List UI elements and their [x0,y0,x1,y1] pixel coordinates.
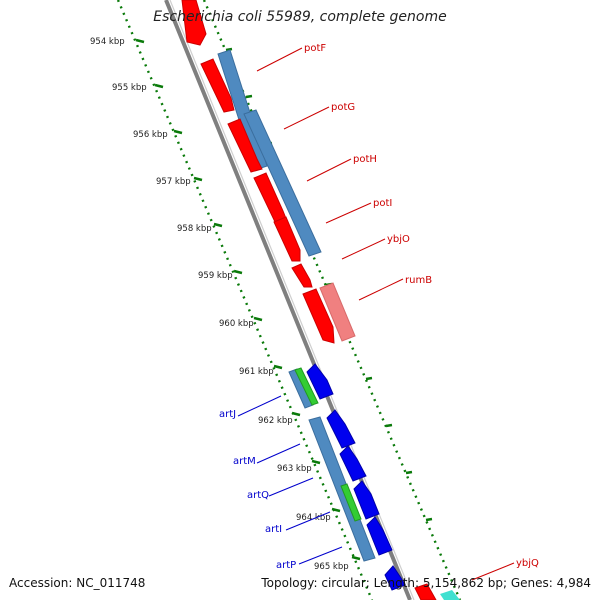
label-leader [306,158,352,182]
gene-label-potH: potH [353,154,377,165]
cds-arrow [227,118,263,173]
bottom-edge-features [440,590,460,600]
tick-mark [193,176,203,182]
tick-label: 964 kbp [296,513,331,523]
tick-label: 957 kbp [156,177,191,187]
label-leader [358,278,404,301]
label-leader [283,106,330,130]
forward-cds-track [181,0,437,600]
label-leader [268,477,314,497]
feature-block [243,109,322,257]
gene-label-ybjO: ybjO [387,234,410,245]
cds-arrow [273,216,301,262]
cds-arrow [353,480,380,520]
tick-label: 955 kbp [112,83,147,93]
cds-arrow [181,0,207,46]
gene-label-ybjQ: ybjQ [516,558,539,569]
label-leader [341,238,386,260]
gene-label-potF: potF [304,43,326,54]
tick-mark [233,269,243,275]
gene-label-artJ: artJ [219,409,236,420]
tick-label: 956 kbp [133,130,168,140]
tick-label: 958 kbp [177,224,212,234]
orf-block [340,483,362,522]
gene-label-potI: potI [373,198,392,209]
cds-arrow [326,409,356,449]
tick-label: 959 kbp [198,271,233,281]
tick-label: 961 kbp [239,367,274,377]
feature-block [440,590,460,600]
orf-block [294,367,319,406]
tick-mark [213,222,223,228]
label-leader [471,562,515,581]
reverse-gene-labels: artJ artM artQ artI artP [219,395,343,571]
genome-summary-text: Topology: circular; Length: 5,154,862 bp… [261,576,591,590]
tick-label: 965 kbp [314,562,349,572]
kbp-ticks: 954 kbp 955 kbp 956 kbp 957 kbp 958 kbp … [90,37,361,572]
cds-arrow [200,58,235,113]
tick-mark [135,38,145,44]
label-leader [256,47,303,72]
orf-track [294,367,362,522]
cds-arrow [366,516,393,556]
gene-label-artP: artP [276,560,296,571]
gene-label-artI: artI [265,524,282,535]
tick-label: 960 kbp [219,319,254,329]
gene-label-potG: potG [331,102,355,113]
genome-title: Escherichia coli 55989, complete genome [153,9,447,25]
gene-label-rumB: rumB [405,275,432,286]
tick-mark [273,364,283,370]
tick-mark [351,555,361,561]
cds-arrow [291,263,313,288]
cds-arrow [306,363,334,400]
tick-label: 954 kbp [90,37,125,47]
accession-text: Accession: NC_011748 [9,576,146,590]
tick-mark [154,83,164,89]
tick-mark [173,129,183,135]
tick-mark [253,316,263,322]
gene-label-artQ: artQ [247,490,269,501]
tick-label: 962 kbp [258,416,293,426]
feature-block [319,282,356,342]
label-leader [256,443,301,464]
tick-mark [311,459,321,465]
tick-label: 963 kbp [277,464,312,474]
cds-arrow [302,288,335,344]
gene-label-artM: artM [233,456,256,467]
cds-arrow [253,172,288,225]
cds-arrow [414,583,437,600]
cds-arrow [384,565,406,591]
forward-gene-labels: potF potG potH potI ybjO rumB ybjQ [256,43,539,581]
label-leader [285,511,331,531]
label-leader [237,395,282,417]
label-leader [298,546,343,565]
cds-arrow [339,445,367,482]
reverse-cds-track [306,363,406,591]
label-leader [325,202,372,224]
tick-mark [331,507,341,513]
tick-mark [291,411,301,417]
